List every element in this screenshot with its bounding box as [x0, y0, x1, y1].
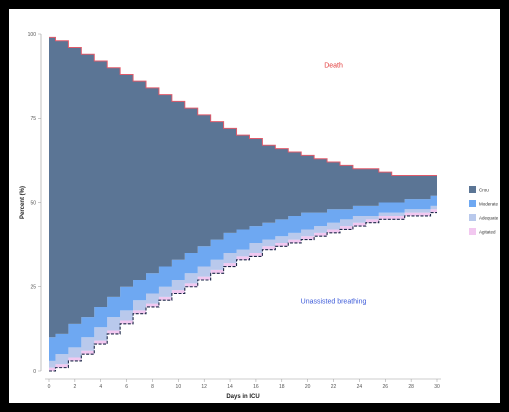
x-tick-label: 6: [125, 384, 128, 390]
legend-swatch-agitated: [469, 228, 476, 235]
y-tick-label: 0: [33, 369, 36, 375]
legend: Crou Moderate Adequate Agitated: [469, 186, 499, 235]
x-tick-label: 4: [99, 384, 102, 390]
lower-step-edge: [49, 212, 437, 372]
x-tick-label: 14: [227, 384, 233, 390]
x-tick-label: 18: [279, 384, 285, 390]
legend-swatch-adequate: [469, 214, 476, 221]
series-band-crou: [49, 37, 437, 338]
x-tick-label: 22: [331, 384, 337, 390]
legend-label-crou: Crou: [479, 188, 489, 193]
x-tick-label: 8: [151, 384, 154, 390]
x-tick-label: 16: [253, 384, 259, 390]
upper-step-edge: [49, 36, 437, 177]
x-tick-label: 20: [305, 384, 311, 390]
y-tick-label: 75: [30, 116, 36, 122]
x-tick-label: 30: [434, 384, 440, 390]
legend-label-agitated: Agitated: [479, 230, 496, 235]
y-tick-label: 25: [30, 285, 36, 291]
chart-frame: 0 2 4 6 8 10 12 14 16 18 20 22 24 26 28 30 0 25 50 75 100 D…: [9, 9, 500, 403]
x-tick-label: 10: [176, 384, 182, 390]
y-axis-label: Percent (%): [20, 186, 26, 219]
x-tick-label: 24: [357, 384, 363, 390]
x-axis-label: Days in ICU: [226, 394, 259, 400]
x-ticks: 0 2 4 6 8 10 12 14 16 18 20 22 24 26 28 30: [48, 379, 440, 390]
y-ticks: 0 25 50 75 100: [28, 32, 41, 375]
annotation-death: Death: [324, 63, 343, 70]
y-tick-label: 100: [28, 32, 37, 38]
plot-area: [49, 36, 437, 372]
x-tick-label: 2: [73, 384, 76, 390]
annotation-unassisted-breathing: Unassisted breathing: [301, 299, 367, 306]
x-tick-label: 26: [382, 384, 388, 390]
legend-swatch-crou: [469, 186, 476, 193]
legend-label-moderate: Moderate: [479, 202, 499, 207]
series-band-moderate: [49, 195, 437, 361]
y-tick-label: 50: [30, 200, 36, 206]
legend-label-adequate: Adequate: [479, 216, 499, 221]
legend-swatch-moderate: [469, 200, 476, 207]
x-tick-label: 0: [48, 384, 51, 390]
x-tick-label: 12: [201, 384, 207, 390]
x-tick-label: 28: [408, 384, 414, 390]
